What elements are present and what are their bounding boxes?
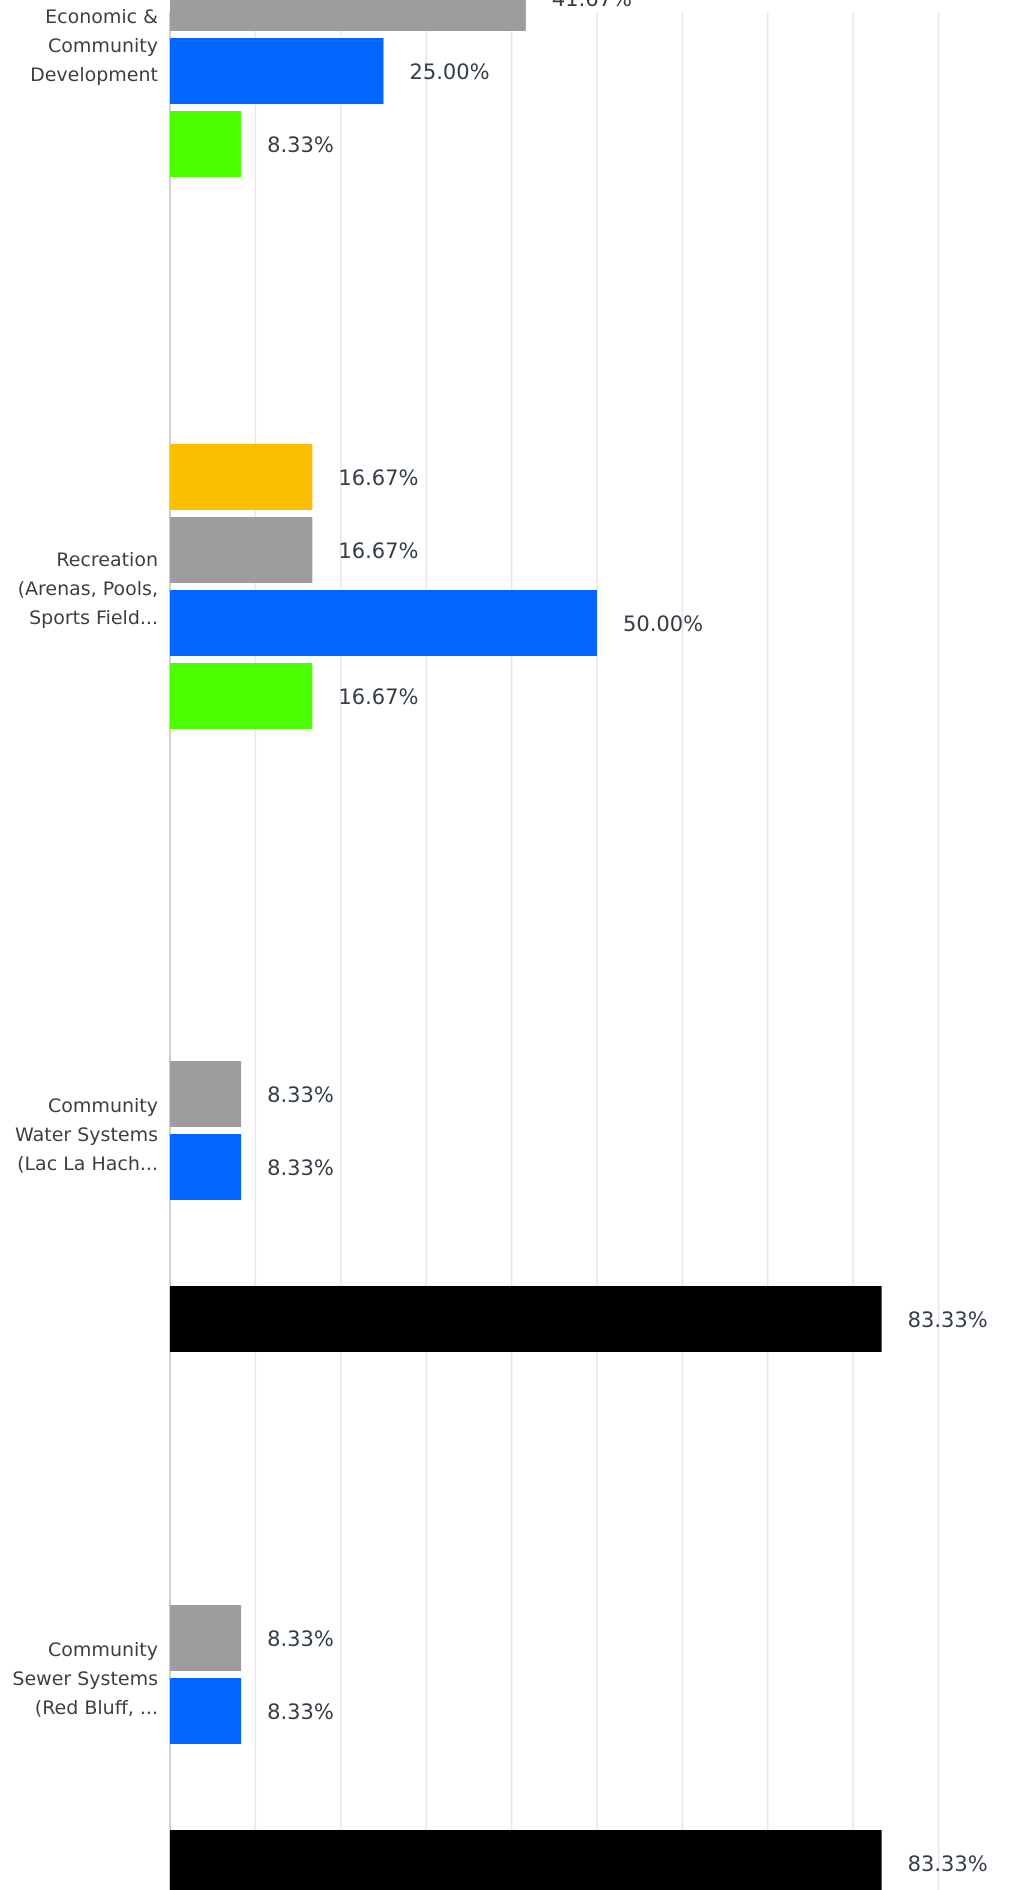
bar-value-label: 83.33% xyxy=(908,1308,988,1332)
bar-value-label: 8.33% xyxy=(267,1700,334,1724)
bar xyxy=(170,590,597,656)
category-label-line: Economic & xyxy=(45,6,158,28)
bars xyxy=(170,0,882,1890)
category-label-line: Community xyxy=(48,35,158,57)
bar-value-label: 8.33% xyxy=(267,1627,334,1651)
bar-value-label: 50.00% xyxy=(623,612,703,636)
bar-value-label: 8.33% xyxy=(267,1083,334,1107)
bar-value-label: 25.00% xyxy=(410,60,490,84)
category-label-line: Recreation xyxy=(56,549,158,571)
bar-value-label: 16.67% xyxy=(338,685,418,709)
bar xyxy=(170,1061,242,1127)
bar-value-label: 8.33% xyxy=(267,133,334,157)
category-label-line: Development xyxy=(30,64,158,86)
bar xyxy=(170,517,313,583)
bar-value-label: 83.33% xyxy=(908,1852,988,1876)
bar-value-label: 16.67% xyxy=(338,539,418,563)
bar-value-label: 41.67% xyxy=(552,0,632,11)
category-label-line: Sewer Systems xyxy=(12,1668,158,1690)
bar xyxy=(170,663,313,729)
bar xyxy=(170,111,242,177)
category-labels: Economic & Community Development Recreation… xyxy=(12,6,158,1719)
bar xyxy=(170,0,526,31)
bar xyxy=(170,1134,242,1200)
category-label-line: Sports Field... xyxy=(29,607,158,629)
bar xyxy=(170,1678,242,1744)
bar-value-label: 16.67% xyxy=(338,466,418,490)
bar xyxy=(170,1830,882,1890)
bar xyxy=(170,1286,882,1352)
category-label-line: Community xyxy=(48,1095,158,1117)
value-labels: 41.67% 25.00% 8.33% 16.67% 16.67% 50.00% 16.67… xyxy=(267,0,988,1876)
bar xyxy=(170,444,313,510)
category-label-line: (Arenas, Pools, xyxy=(18,578,158,600)
grid-lines xyxy=(169,12,940,1890)
category-label-line: (Red Bluff, ... xyxy=(35,1697,158,1719)
category-label-line: (Lac La Hach... xyxy=(17,1153,158,1175)
bar xyxy=(170,38,384,104)
category-label-line: Water Systems xyxy=(15,1124,158,1146)
bar xyxy=(170,1605,242,1671)
category-label-line: Community xyxy=(48,1639,158,1661)
bar-value-label: 8.33% xyxy=(267,1156,334,1180)
